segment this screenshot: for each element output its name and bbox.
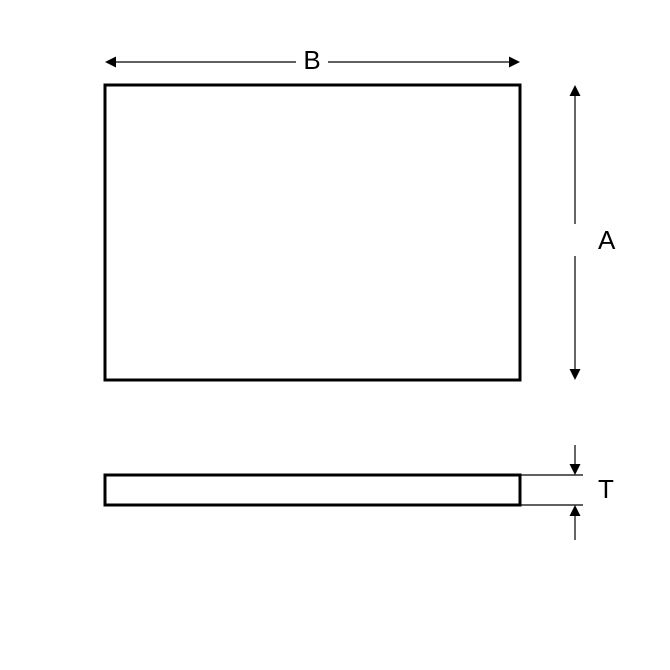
plate-front-view [105, 85, 520, 380]
dimension-t: T [520, 445, 614, 540]
dimension-a: A [570, 85, 617, 380]
dimension-diagram: B A T [0, 0, 670, 670]
dimension-b-label: B [303, 45, 320, 75]
dimension-t-label: T [598, 474, 614, 504]
plate-side-view [105, 475, 520, 505]
dimension-a-label: A [598, 225, 616, 255]
dimension-b: B [105, 45, 520, 75]
